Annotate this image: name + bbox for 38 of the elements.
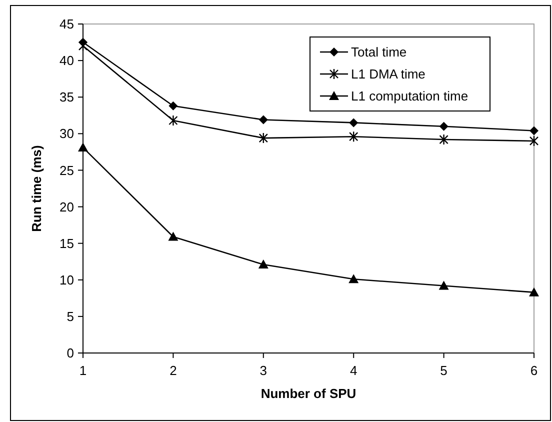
legend-label: Total time bbox=[351, 44, 407, 60]
x-axis-title: Number of SPU bbox=[260, 386, 356, 401]
y-axis-title: Run time (ms) bbox=[29, 145, 44, 232]
y-tick-label: 30 bbox=[60, 126, 74, 142]
point bbox=[168, 232, 178, 241]
y-tick-label: 20 bbox=[60, 199, 74, 214]
x-tick-label: 3 bbox=[260, 363, 268, 378]
x-tick-label: 4 bbox=[350, 363, 358, 378]
point bbox=[529, 287, 539, 296]
legend-label: L1 DMA time bbox=[351, 66, 426, 82]
y-tick-label: 10 bbox=[60, 272, 74, 288]
point bbox=[349, 130, 358, 142]
point bbox=[168, 101, 178, 110]
y-tick-label: 5 bbox=[66, 308, 74, 324]
point bbox=[439, 134, 448, 146]
x-tick-label: 5 bbox=[440, 363, 448, 378]
x-tick-label: 1 bbox=[79, 363, 87, 378]
point bbox=[530, 126, 538, 136]
y-tick-label: 40 bbox=[60, 53, 74, 68]
x-tick-label: 2 bbox=[170, 363, 177, 378]
legend-label: L1 computation time bbox=[351, 88, 468, 104]
point bbox=[438, 280, 449, 290]
point bbox=[258, 260, 268, 269]
point bbox=[529, 135, 539, 147]
point bbox=[258, 132, 268, 144]
point bbox=[439, 122, 448, 131]
point bbox=[78, 40, 88, 52]
point bbox=[168, 114, 178, 126]
y-tick-label: 35 bbox=[60, 90, 74, 105]
point bbox=[349, 118, 358, 128]
point bbox=[258, 115, 268, 124]
y-tick-label: 15 bbox=[60, 236, 74, 251]
point bbox=[78, 142, 88, 152]
y-tick-label: 45 bbox=[60, 16, 74, 32]
y-tick-label: 25 bbox=[60, 162, 74, 178]
x-tick-label: 6 bbox=[530, 363, 538, 378]
y-tick-label: 0 bbox=[66, 346, 74, 361]
point bbox=[348, 274, 359, 284]
